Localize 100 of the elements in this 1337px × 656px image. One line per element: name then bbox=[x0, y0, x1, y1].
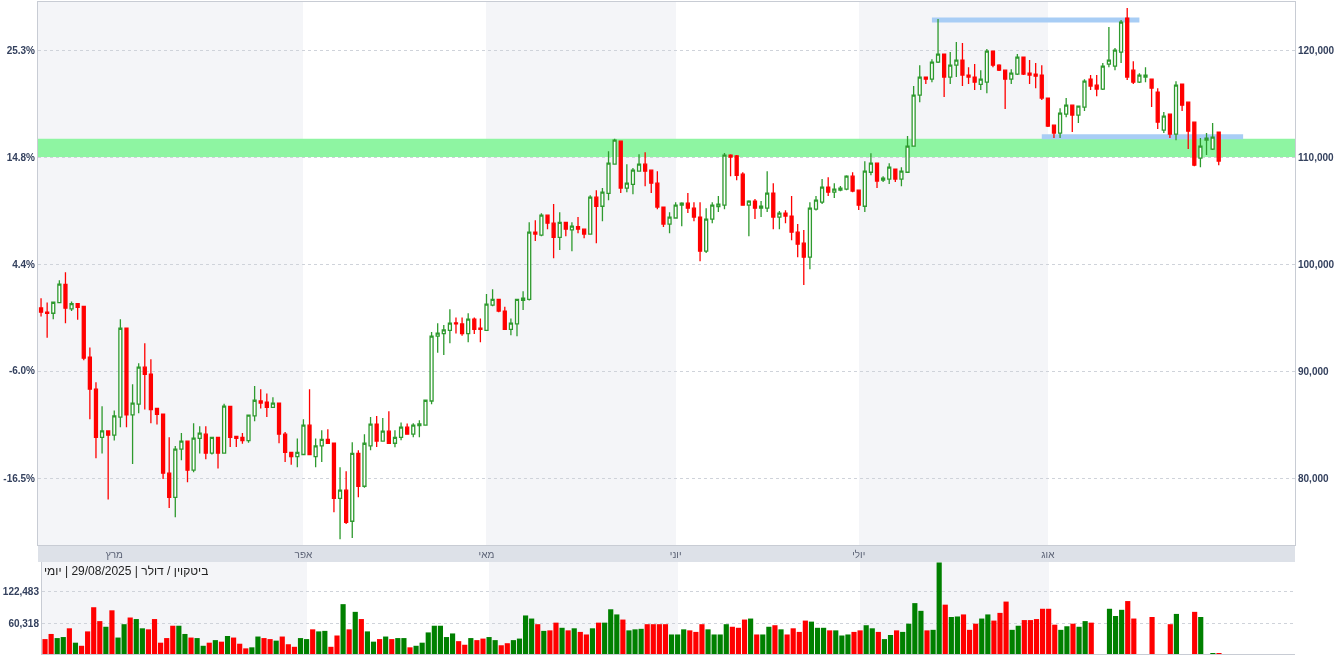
candlestick bbox=[356, 449, 361, 498]
candlestick bbox=[1009, 68, 1014, 85]
candlestick bbox=[38, 297, 44, 318]
candlestick bbox=[527, 221, 532, 302]
bar bbox=[1070, 623, 1076, 654]
candlestick bbox=[386, 410, 392, 444]
candlestick bbox=[996, 63, 1002, 72]
candlestick bbox=[301, 418, 306, 456]
candlestick bbox=[337, 466, 343, 540]
candlestick bbox=[575, 216, 581, 234]
candlestick bbox=[472, 316, 477, 335]
x-tick-label: אוג bbox=[1041, 549, 1056, 560]
candlestick bbox=[1179, 83, 1185, 112]
candlestick bbox=[954, 41, 959, 78]
y-tick-label: 25.3% bbox=[6, 44, 36, 56]
candlestick bbox=[563, 221, 568, 237]
candlestick bbox=[508, 317, 514, 336]
candlestick bbox=[673, 201, 678, 219]
candlestick bbox=[972, 63, 977, 91]
candlestick bbox=[758, 200, 764, 218]
bar bbox=[127, 617, 133, 654]
candlestick bbox=[594, 189, 599, 244]
candlestick bbox=[624, 163, 629, 193]
candlestick bbox=[447, 308, 453, 344]
candlestick bbox=[643, 151, 648, 187]
candlestick bbox=[618, 140, 623, 194]
candlestick bbox=[710, 201, 715, 224]
candlestick bbox=[203, 425, 208, 460]
candlestick bbox=[411, 422, 416, 439]
bar bbox=[358, 619, 364, 654]
candlestick bbox=[118, 318, 123, 428]
candlestick bbox=[588, 194, 593, 235]
candlestick bbox=[636, 153, 642, 172]
bar bbox=[772, 625, 778, 654]
candlestick bbox=[142, 342, 147, 411]
candlestick bbox=[441, 324, 446, 356]
candlestick bbox=[264, 392, 269, 418]
candlestick bbox=[435, 322, 440, 354]
bar bbox=[754, 634, 760, 654]
candlestick bbox=[862, 160, 867, 213]
candlestick bbox=[240, 432, 245, 445]
candlestick bbox=[1216, 131, 1221, 166]
candlestick bbox=[1118, 19, 1124, 64]
candlestick bbox=[1112, 47, 1118, 71]
candlestick bbox=[826, 176, 831, 197]
candlestick bbox=[154, 407, 160, 426]
bar bbox=[589, 628, 596, 654]
candlestick bbox=[405, 422, 410, 435]
candlestick bbox=[459, 316, 465, 337]
candlestick bbox=[941, 53, 947, 98]
candlestick bbox=[1088, 74, 1093, 91]
bar bbox=[273, 640, 279, 654]
bar bbox=[1192, 611, 1198, 654]
bar bbox=[346, 629, 352, 654]
candlestick bbox=[630, 167, 636, 195]
bar bbox=[571, 628, 577, 654]
bar bbox=[778, 629, 784, 654]
candlestick bbox=[1100, 62, 1105, 91]
candlestick bbox=[923, 76, 928, 85]
x-tick-label: מרץ bbox=[105, 549, 124, 560]
candlestick bbox=[289, 451, 294, 466]
bar bbox=[218, 641, 225, 654]
candlestick bbox=[1173, 80, 1179, 141]
bar bbox=[340, 604, 346, 654]
candlestick bbox=[697, 201, 703, 262]
candlestick bbox=[984, 48, 989, 94]
candlestick bbox=[307, 388, 312, 456]
candlestick bbox=[374, 415, 379, 448]
candlestick bbox=[874, 162, 880, 189]
candlestick bbox=[661, 206, 666, 228]
candlestick bbox=[81, 305, 86, 361]
candlestick bbox=[325, 428, 330, 445]
candlestick bbox=[221, 403, 227, 454]
candlestick bbox=[1131, 60, 1136, 85]
candlestick bbox=[795, 223, 800, 258]
candlestick bbox=[1186, 101, 1191, 150]
candlestick bbox=[533, 219, 538, 242]
candlestick bbox=[539, 212, 544, 237]
candlestick bbox=[990, 50, 996, 68]
y2-tick-label: 80,000 bbox=[1298, 472, 1330, 484]
candlestick bbox=[270, 396, 276, 409]
candlestick bbox=[392, 429, 398, 448]
candlestick bbox=[197, 425, 202, 455]
candlestick bbox=[136, 362, 141, 414]
candlestick bbox=[1057, 107, 1063, 139]
candlestick bbox=[746, 199, 752, 237]
candlestick bbox=[466, 312, 471, 343]
candlestick bbox=[1003, 69, 1008, 110]
candlestick bbox=[167, 436, 172, 509]
candlestick bbox=[1033, 62, 1038, 89]
candlestick bbox=[667, 211, 672, 234]
bar bbox=[541, 630, 547, 654]
candlestick bbox=[685, 192, 690, 214]
y-tick-label: 60,318 bbox=[8, 617, 40, 629]
candlestick bbox=[63, 271, 68, 324]
candlestick bbox=[228, 405, 233, 448]
bar bbox=[1198, 616, 1204, 654]
candlestick bbox=[57, 279, 62, 304]
x-tick-label: יוני bbox=[669, 549, 682, 560]
bar bbox=[407, 647, 413, 654]
